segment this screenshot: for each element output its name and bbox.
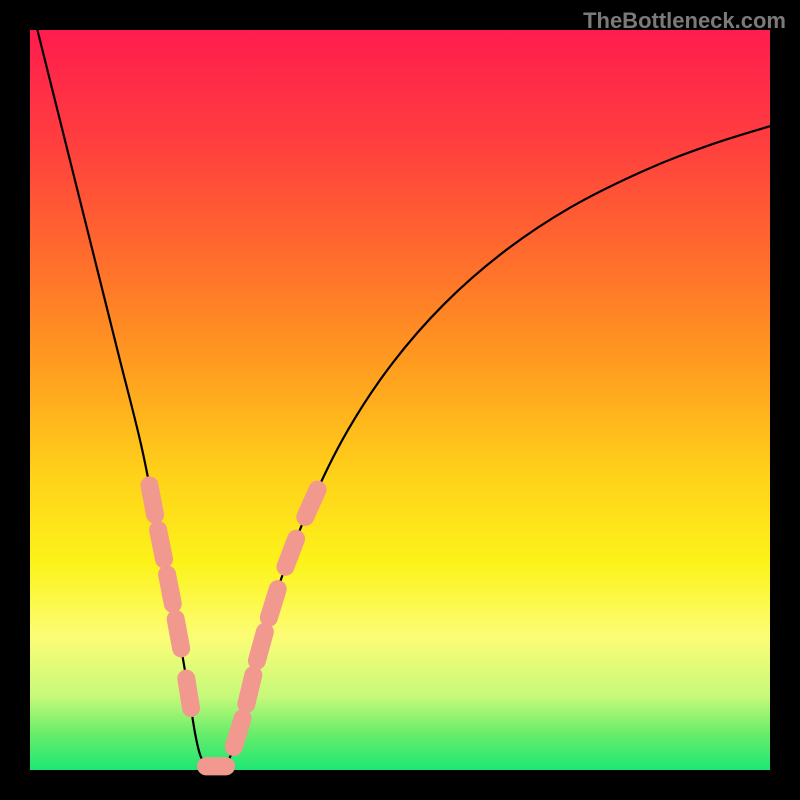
data-marker — [176, 619, 181, 649]
data-marker — [285, 539, 296, 567]
data-marker — [149, 485, 155, 514]
data-marker — [269, 589, 278, 618]
plot-area — [30, 30, 770, 770]
data-marker — [186, 679, 191, 709]
chart-svg — [0, 0, 800, 800]
data-marker — [158, 530, 164, 559]
data-marker — [257, 632, 265, 661]
data-marker — [167, 574, 173, 603]
data-marker — [246, 675, 253, 704]
data-marker — [234, 718, 243, 747]
data-marker — [305, 490, 317, 517]
chart-root: TheBottleneck.com — [0, 0, 800, 800]
